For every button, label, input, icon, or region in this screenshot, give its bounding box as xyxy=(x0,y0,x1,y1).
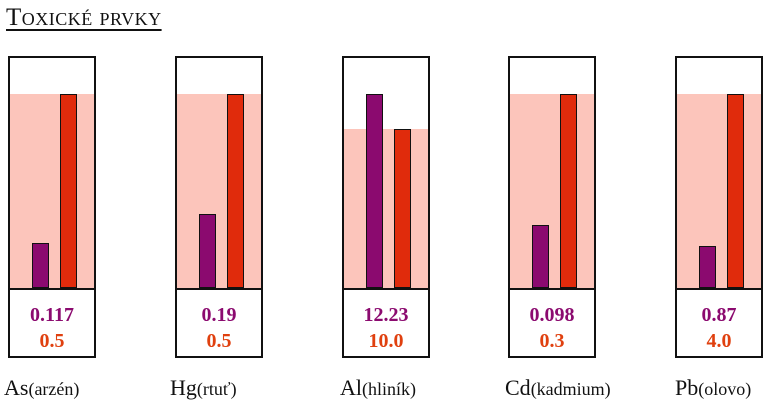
element-name: (arzén) xyxy=(28,379,80,399)
category-label: Al(hliník) xyxy=(340,375,416,404)
limit-zone xyxy=(510,94,594,288)
bar-measured xyxy=(532,224,549,288)
bar-limit xyxy=(227,94,244,288)
bar-measured xyxy=(366,94,383,288)
category-label: As(arzén) xyxy=(4,375,79,404)
bar-measured xyxy=(32,242,49,288)
category-label: Pb(olovo) xyxy=(675,375,751,404)
data-label-limit: 0.5 xyxy=(206,330,232,352)
data-label-measured: 12.23 xyxy=(363,304,409,326)
data-label-measured: 0.117 xyxy=(30,304,74,326)
data-label-measured: 0.87 xyxy=(701,304,737,326)
element-symbol: As xyxy=(4,375,29,400)
data-label-limit: 0.5 xyxy=(39,330,65,352)
limit-zone xyxy=(10,94,94,288)
data-label-measured: 0.098 xyxy=(529,304,575,326)
chart-panel: 0.19 0.5 xyxy=(175,56,263,358)
bar-limit xyxy=(560,94,577,288)
bar-measured xyxy=(699,245,716,288)
data-label-limit: 4.0 xyxy=(706,330,732,352)
data-label-limit: 10.0 xyxy=(368,330,404,352)
chart-panel: 12.23 10.0 xyxy=(342,56,430,358)
element-name: (olovo) xyxy=(698,379,752,399)
element-symbol: Al xyxy=(340,375,362,400)
panel-plot-area xyxy=(344,58,428,288)
panel-divider xyxy=(344,288,428,290)
element-name: (hliník) xyxy=(362,379,416,399)
bar-measured xyxy=(199,214,216,288)
element-symbol: Cd xyxy=(505,375,531,400)
panel-plot-area xyxy=(677,58,761,288)
limit-zone xyxy=(177,94,261,288)
category-label: Hg(rtuť) xyxy=(170,375,237,404)
panel-divider xyxy=(10,288,94,290)
panel-divider xyxy=(177,288,261,290)
element-symbol: Pb xyxy=(675,375,699,400)
panel-plot-area xyxy=(10,58,94,288)
panel-plot-area xyxy=(177,58,261,288)
data-label-measured: 0.19 xyxy=(201,304,237,326)
chart-panel: 0.117 0.5 xyxy=(8,56,96,358)
element-name: (kadmium) xyxy=(530,379,611,399)
bar-limit xyxy=(394,129,411,288)
chart-panel: 0.098 0.3 xyxy=(508,56,596,358)
limit-zone xyxy=(344,129,428,288)
element-name: (rtuť) xyxy=(196,379,237,399)
element-symbol: Hg xyxy=(170,375,197,400)
limit-zone xyxy=(677,94,761,288)
bar-limit xyxy=(60,94,77,288)
panel-divider xyxy=(510,288,594,290)
category-label: Cd(kadmium) xyxy=(505,375,611,404)
chart-title: Toxické prvky xyxy=(6,4,162,31)
chart-panel: 0.87 4.0 xyxy=(675,56,763,358)
panel-plot-area xyxy=(510,58,594,288)
data-label-limit: 0.3 xyxy=(539,330,565,352)
bar-limit xyxy=(727,94,744,288)
panel-divider xyxy=(677,288,761,290)
